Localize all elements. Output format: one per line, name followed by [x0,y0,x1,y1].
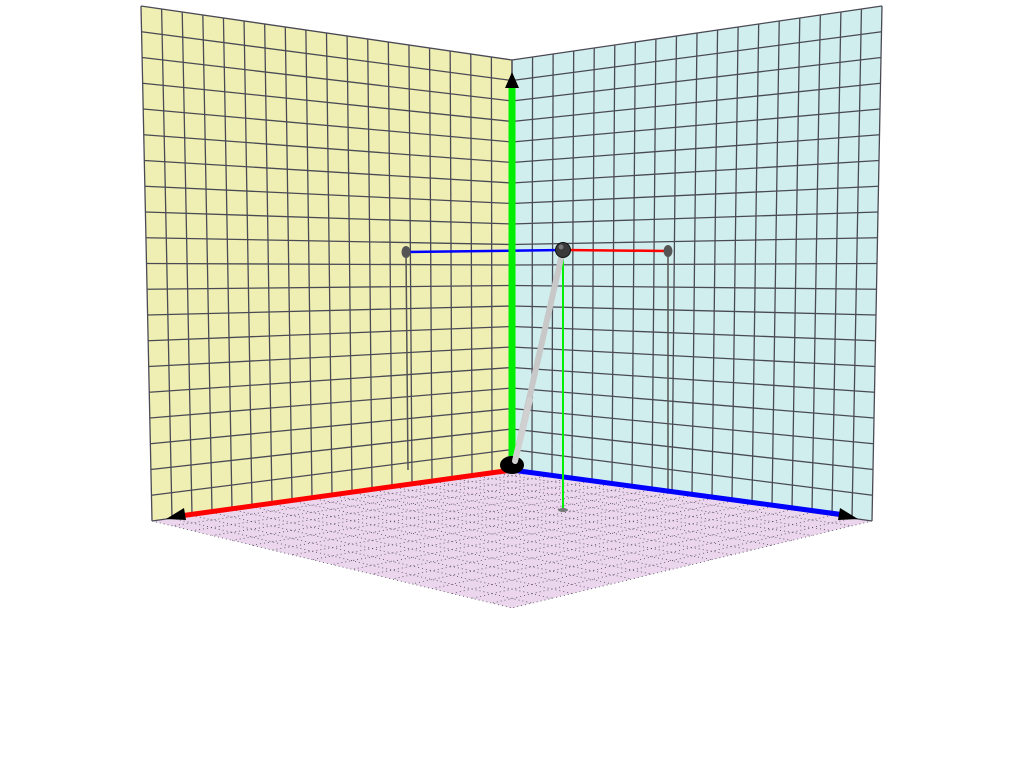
floor-v-gridline [451,478,813,536]
floor-v-gridline [191,514,553,599]
right-wall-v-gridline [511,237,878,246]
left-projection-point [401,246,411,258]
right-wall-v-gridline [511,407,874,445]
projection-line-z [405,248,564,254]
left-wall-v-gridline [150,407,513,445]
z-axis [511,467,846,518]
left-wall-v-gridline [142,82,513,123]
vector-shaft-base [512,397,533,464]
right-wall-v-gridline [511,134,880,164]
left-wall-v-gridline [140,5,513,61]
floor-u-gridline [291,489,653,556]
floor-v-gridline [211,512,573,594]
right-wall-v-gridline [511,5,883,61]
projection-line-x [562,248,669,253]
left-wall-v-gridline [148,325,513,342]
right-wall-v-gridline [511,387,875,419]
right-wall-v-gridline [511,448,873,496]
floor-projection-point [558,508,568,512]
origin-sphere-icon[interactable] [500,456,524,474]
left-wall-v-gridline [143,134,513,164]
floor-u-gridline [271,486,633,551]
left-wall-v-gridline [148,346,513,368]
left-wall-v-gridline [149,387,513,419]
projection-line-left-vertical [405,251,409,471]
x-axis-arrow-icon [166,508,186,520]
left-wall-v-gridline [144,185,513,205]
floor-v-gridline [231,509,593,590]
left-wall-v-gridline [147,284,513,290]
x-axis [179,467,513,519]
left-wall-v-gridline [149,366,513,393]
floor-v-gridline [391,486,753,551]
floor-v-gridline [371,489,733,556]
z-axis-arrow-icon [838,508,858,520]
right-wall-v-gridline [511,366,875,393]
floor-v-gridline [171,517,533,604]
left-wall-v-gridline [151,448,513,496]
left-wall-v-gridline [147,305,513,316]
floor-v-gridline [251,506,613,585]
vector-tip-sphere-handle[interactable] [555,242,571,258]
right-wall-v-gridline [511,428,874,471]
left-wall-v-gridline [150,428,513,471]
floor-v-gridline [411,483,773,546]
left-wall-plane [141,6,512,521]
floor-v-gridline [471,475,833,532]
right-wall-v-gridline [511,159,880,184]
left-wall-v-gridline [143,108,513,143]
vector-tip-highlight [558,244,564,250]
left-wall-v-gridline [145,211,513,225]
left-wall-v-gridline [144,159,513,184]
right-wall-v-gridline [511,346,876,368]
right-wall-v-gridline [511,305,877,316]
floor-u-gridline [431,509,793,590]
left-wall-v-gridline [142,56,513,102]
left-wall-v-gridline [141,31,513,82]
right-wall-v-gridline [511,31,882,82]
right-projection-point [663,245,673,257]
right-wall-v-gridline [511,211,879,225]
right-wall-v-gridline [511,82,881,123]
right-wall-v-gridline [511,185,879,205]
right-wall-v-gridline [511,108,881,143]
floor-v-gridline [431,480,793,541]
floor-u-gridline [251,483,613,546]
floor-u-gridline [471,514,833,599]
left-wall-v-gridline [146,262,513,266]
right-wall-v-gridline [511,262,878,266]
floor-u-gridline [451,512,813,594]
right-wall-v-gridline [511,56,882,102]
right-wall-plane [512,6,882,521]
floor-v-gridline [491,472,853,527]
floor-v-gridline [151,520,513,609]
left-wall-v-gridline [145,237,513,246]
right-wall-v-gridline [511,284,877,290]
y-axis-arrow-icon [505,72,519,88]
right-wall-v-gridline [511,325,876,342]
floor-plane [152,470,872,608]
